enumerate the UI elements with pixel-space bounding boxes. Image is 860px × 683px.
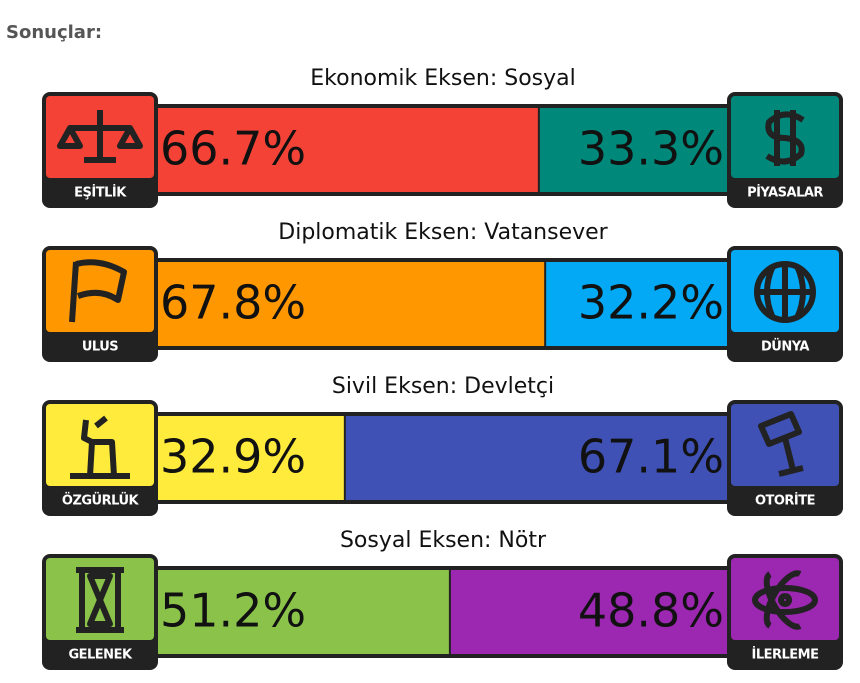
right-percent: 48.8% (578, 584, 724, 638)
bar-right (450, 570, 729, 654)
axis-title: Sosyal Eksen: Nötr (340, 528, 547, 553)
icon (765, 110, 805, 166)
axis-title: Ekonomik Eksen: Sosyal (310, 66, 575, 91)
bar-left (155, 416, 344, 500)
left-percent: 66.7% (160, 122, 306, 176)
icon (758, 411, 804, 477)
icon-label: PİYASALAR (747, 185, 823, 201)
right-percent: 33.3% (578, 122, 724, 176)
icon (76, 567, 124, 633)
icon-label: İLERLEME (752, 647, 819, 663)
heading: Sonuçlar: (6, 22, 102, 43)
axis-title: Sivil Eksen: Devletçi (332, 374, 554, 399)
icon-label: EŞİTLİK (74, 185, 127, 201)
bar-right (539, 108, 729, 192)
right-percent: 32.2% (578, 276, 724, 330)
icon (752, 570, 818, 630)
icon (69, 259, 127, 323)
icon-label: DÜNYA (761, 339, 809, 355)
icon (57, 110, 143, 163)
icon-label: ULUS (82, 340, 118, 355)
icon-label: GELENEK (68, 648, 132, 663)
icon (70, 415, 130, 479)
bar-left (155, 108, 538, 192)
icon-label: OTORİTE (755, 493, 815, 509)
bar-right (546, 262, 729, 346)
right-percent: 67.1% (578, 430, 724, 484)
icon (754, 261, 816, 323)
bar-left (155, 262, 545, 346)
left-percent: 67.8% (160, 276, 306, 330)
left-percent: 51.2% (160, 584, 306, 638)
axis-title: Diplomatik Eksen: Vatansever (278, 220, 608, 245)
left-percent: 32.9% (160, 430, 306, 484)
bar-right (345, 416, 729, 500)
icon-label: ÖZGÜRLÜK (62, 493, 140, 509)
bar-left (155, 570, 449, 654)
